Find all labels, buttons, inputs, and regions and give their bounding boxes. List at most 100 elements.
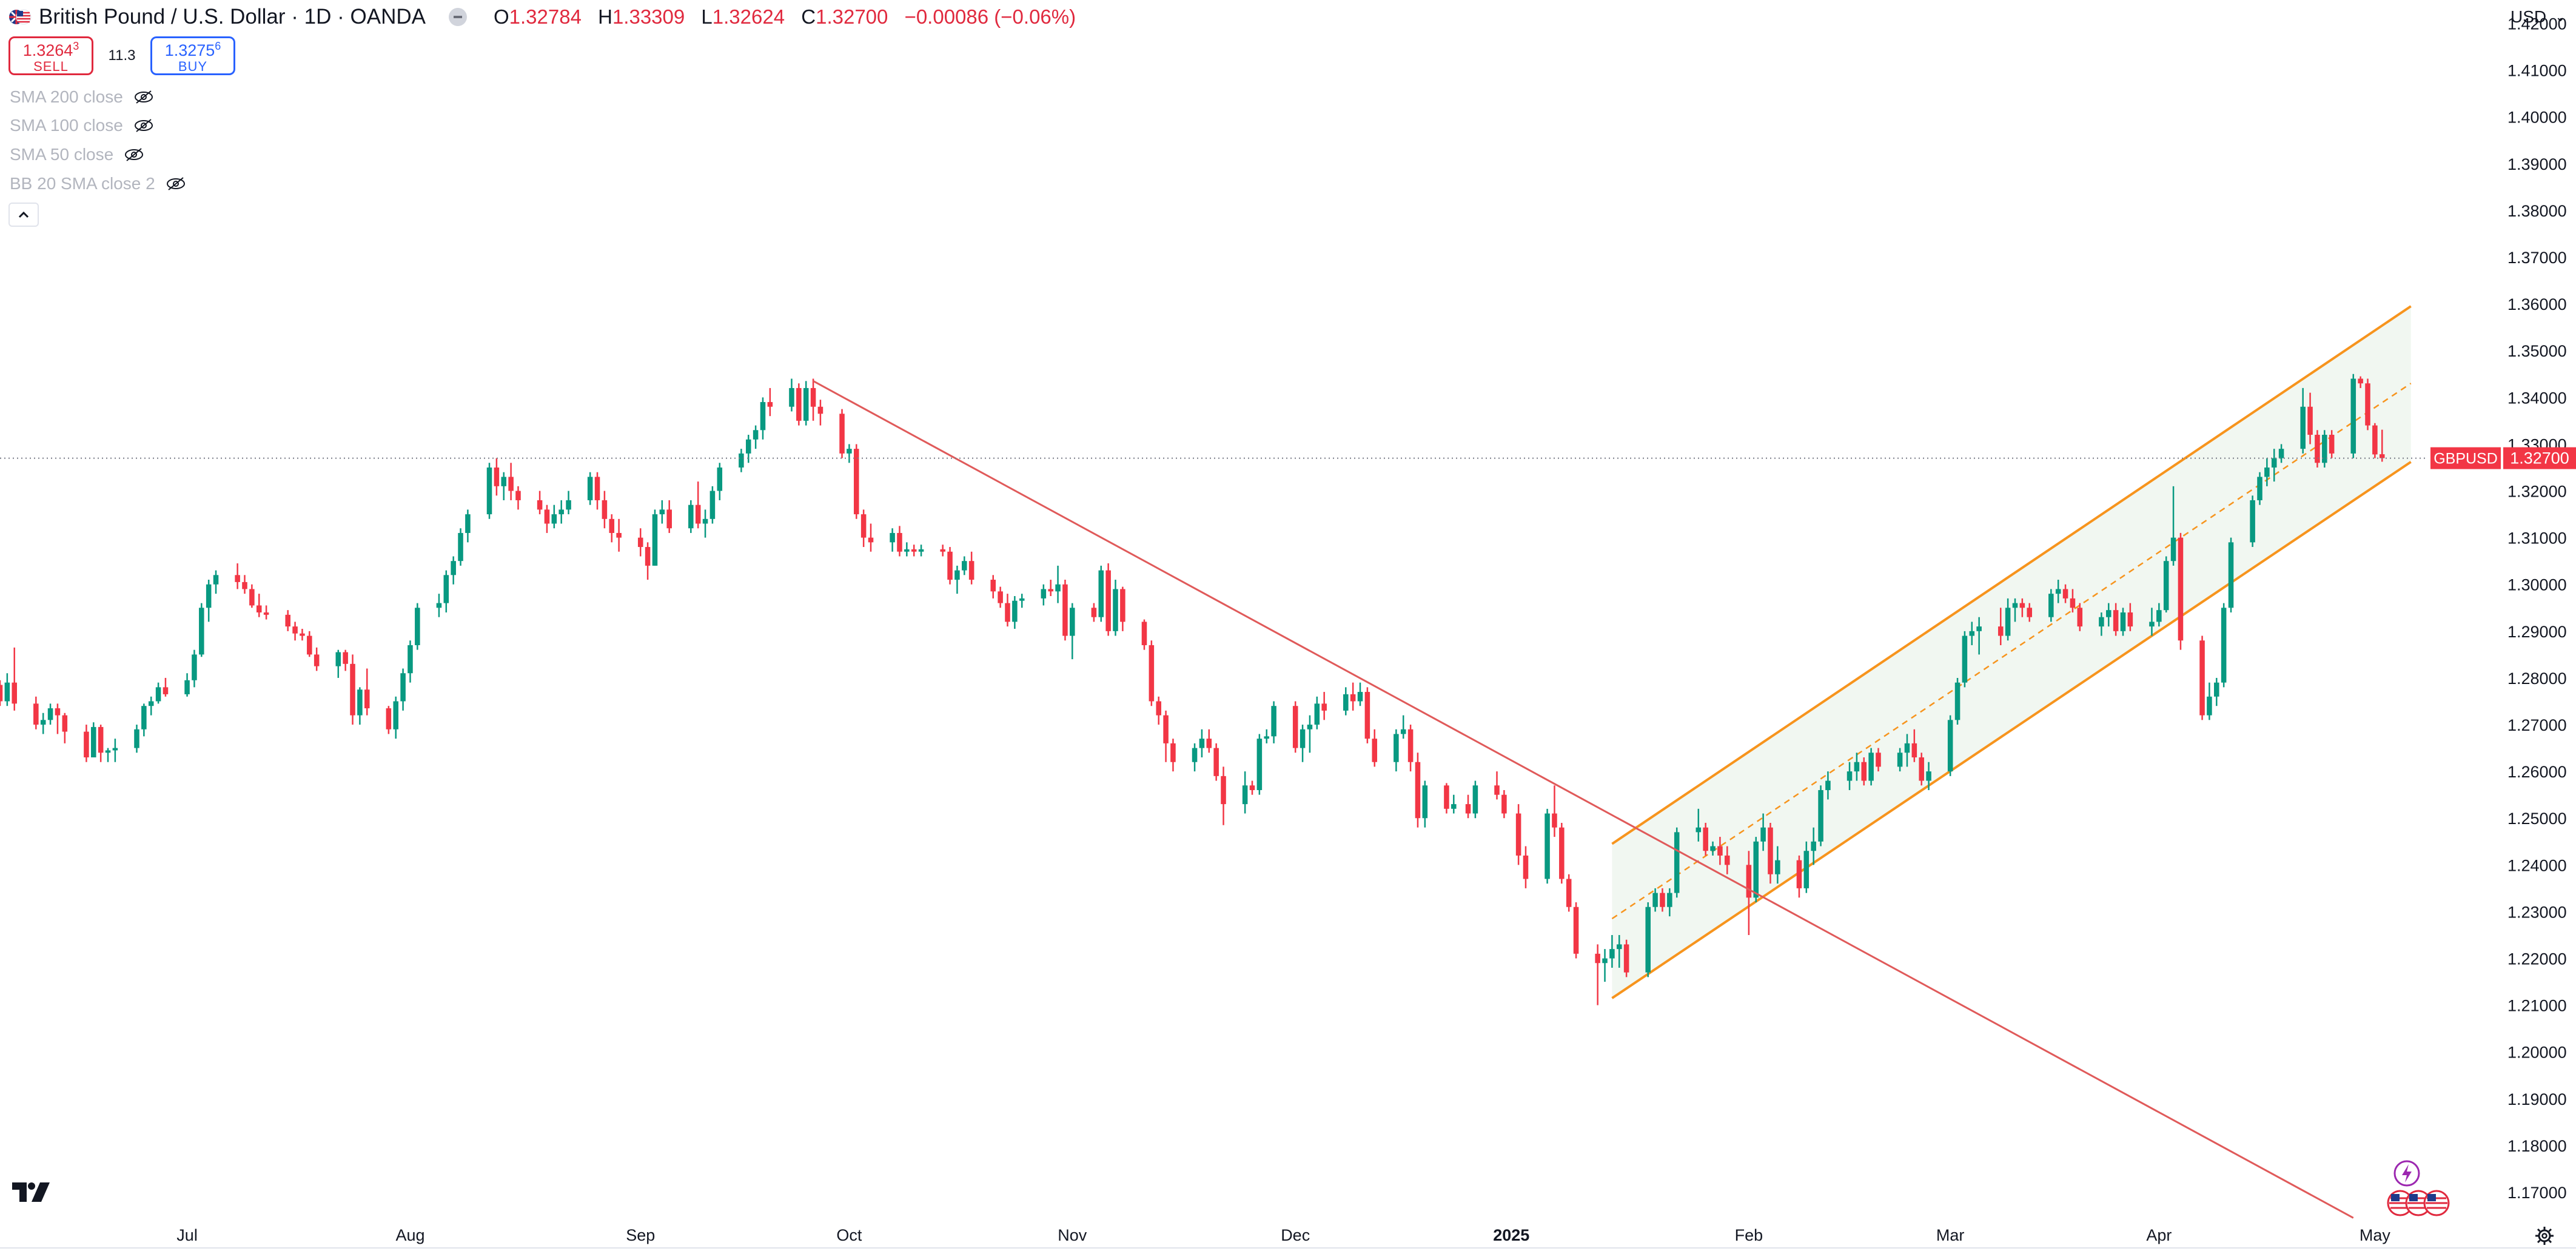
price-tick-label: 1.22000 [2507,950,2567,968]
lightning-icon[interactable] [2393,1159,2421,1187]
price-tick-label: 1.29000 [2507,623,2567,641]
sell-button[interactable]: 1.32643 SELL [8,36,93,75]
candle-body [307,635,312,655]
downtrend-line[interactable] [813,380,2354,1219]
candle-body [1292,706,1298,748]
candle-body [1652,893,1658,907]
buy-button[interactable]: 1.32756 BUY [150,36,235,75]
symbol-title[interactable]: British Pound / U.S. Dollar · 1D · OANDA [39,5,426,29]
candle [1163,710,1169,762]
currency-label: USD [2511,7,2547,26]
candle-body [911,549,917,552]
downtrend-line-segment[interactable] [813,380,2354,1219]
candle [602,491,608,529]
candle [1552,785,1557,837]
channel-lower-line[interactable] [1611,461,2412,999]
time-axis[interactable]: Jul Aug Sep Oct Nov Dec 2025 Feb Mar Apr May [0,1226,2576,1249]
eye-hidden-icon[interactable] [123,147,145,162]
candle-body [1300,729,1306,748]
candle-body [400,673,406,702]
candle-body [2365,383,2370,426]
price-tick-label: 1.31000 [2507,529,2567,548]
candle [242,575,247,594]
candle [2372,423,2378,458]
candle [1954,677,1961,725]
candle [1515,804,1521,865]
candle-body [645,547,651,566]
indicator-sma-100[interactable]: SMA 100 close [10,116,155,135]
symbol-legend[interactable]: British Pound / U.S. Dollar · 1D · OANDA… [8,5,1087,29]
candle-body [1451,804,1457,809]
candle [1854,753,1860,781]
candle-body [2027,608,2032,617]
candle [890,528,895,552]
candle [436,594,442,617]
candle-body [767,402,773,407]
candle-body [2214,682,2219,697]
candle [1746,851,1752,935]
indicator-sma-200[interactable]: SMA 200 close [10,87,155,107]
candle-body [1696,827,1702,833]
collapse-legend-button[interactable] [448,8,467,26]
indicator-bb-20[interactable]: BB 20 SMA close 2 [10,174,187,193]
candle [350,654,355,725]
candle-body [2300,406,2306,449]
candle [1796,855,1802,898]
currency-selector[interactable]: USD ⌄ [2511,7,2566,27]
candle [105,748,111,762]
candle [1559,822,1565,884]
eye-hidden-icon[interactable] [133,90,155,104]
indicator-sma-50[interactable]: SMA 50 close [10,145,145,164]
candle-body [148,701,154,706]
price-axis[interactable]: 1.17000 1.18000 1.19000 1.20000 1.21000 1.220… [2507,15,2567,1202]
candle [1113,580,1118,636]
collapse-indicators-button[interactable] [8,203,39,227]
candle [2170,486,2176,566]
flag-badges-icon[interactable] [2386,1189,2452,1218]
candle [2070,589,2076,612]
candle-body [1717,846,1723,856]
candle [314,647,320,671]
candle [1501,790,1507,819]
candle [860,509,867,548]
candle-body [206,584,212,608]
candle [1897,748,1903,772]
candle [213,570,219,594]
candle [1364,687,1370,743]
eye-hidden-icon[interactable] [133,118,155,133]
eye-hidden-icon[interactable] [165,176,187,191]
candle-body [659,509,665,515]
candle-body [1854,762,1860,772]
candle-body [163,687,169,694]
candle-body [55,708,61,716]
candle-body [616,532,622,538]
regression-channel[interactable] [1611,305,2412,999]
candle-body [1997,626,2004,636]
candle-body [860,514,867,538]
candle-body [904,549,910,552]
candle [2228,537,2234,612]
candle [1725,846,1730,874]
candle [839,409,845,458]
low-value: 1.32624 [712,5,785,28]
candle [1573,902,1579,959]
candle-body [1595,953,1600,964]
candle [968,551,974,585]
candle-body [947,551,953,580]
candle [868,523,874,552]
candle-body [717,467,723,491]
candle [1825,771,1831,800]
candle [1422,780,1428,828]
candle-body [112,748,118,751]
candle-body [1407,729,1414,762]
candle-body [458,532,463,562]
candle [940,545,945,557]
candle-body [652,514,658,566]
gear-icon[interactable] [2535,1226,2554,1246]
tradingview-logo-icon[interactable] [12,1181,51,1203]
channel-middle-line[interactable] [1611,383,2412,920]
candle-body [745,439,751,454]
channel-upper-line[interactable] [1611,305,2412,845]
candle-body [666,509,672,529]
